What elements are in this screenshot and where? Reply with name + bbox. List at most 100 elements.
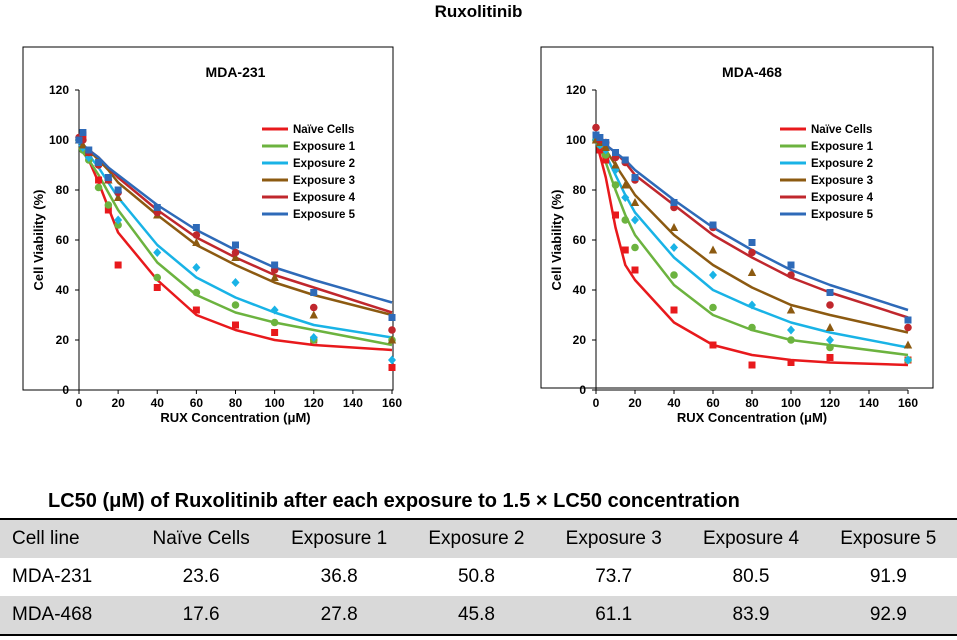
x-axis-label: RUX Concentration (μM) bbox=[677, 410, 827, 425]
data-point bbox=[270, 273, 279, 281]
data-point bbox=[596, 146, 604, 154]
x-tick-label: 40 bbox=[151, 396, 165, 410]
legend-entry: Exposure 1 bbox=[293, 141, 356, 153]
data-point bbox=[621, 156, 629, 164]
y-tick-label: 0 bbox=[62, 383, 69, 397]
data-point bbox=[114, 215, 123, 225]
legend-entry: Naïve Cells bbox=[293, 124, 354, 136]
lc50-table: Cell line Naïve Cells Exposure 1 Exposur… bbox=[0, 518, 957, 636]
chart-title: MDA-231 bbox=[206, 64, 266, 80]
data-point bbox=[611, 181, 620, 189]
data-point bbox=[388, 326, 396, 334]
table-cell: 80.5 bbox=[732, 566, 770, 587]
data-point bbox=[748, 361, 756, 369]
table-header-cell: Exposure 5 bbox=[819, 518, 957, 558]
data-point bbox=[602, 156, 610, 164]
data-point bbox=[388, 364, 396, 371]
data-point bbox=[94, 183, 103, 192]
data-point bbox=[231, 253, 240, 261]
data-point bbox=[192, 238, 201, 246]
data-point bbox=[104, 206, 112, 214]
legend-entry: Exposure 5 bbox=[811, 209, 874, 221]
table-header-cell: Exposure 2 bbox=[407, 518, 546, 558]
data-point bbox=[670, 306, 678, 314]
x-tick-label: 60 bbox=[190, 396, 204, 410]
table-header-cell: Exposure 1 bbox=[270, 518, 408, 558]
x-tick-label: 20 bbox=[111, 396, 125, 410]
data-point bbox=[192, 306, 200, 314]
x-tick-label: 140 bbox=[343, 396, 363, 410]
x-tick-label: 140 bbox=[859, 396, 879, 410]
data-point bbox=[709, 341, 717, 349]
data-point bbox=[612, 149, 619, 156]
data-point bbox=[826, 301, 834, 309]
table-cell: 50.8 bbox=[457, 566, 495, 587]
data-point bbox=[232, 241, 239, 249]
data-point bbox=[231, 278, 240, 287]
data-point bbox=[670, 199, 678, 206]
y-tick-label: 120 bbox=[566, 83, 586, 97]
x-tick-label: 160 bbox=[382, 396, 402, 410]
data-point bbox=[904, 355, 912, 365]
y-tick-label: 80 bbox=[573, 183, 587, 197]
data-point bbox=[748, 300, 756, 310]
data-point bbox=[826, 335, 834, 345]
data-point bbox=[748, 239, 756, 246]
chart-title: MDA-468 bbox=[722, 64, 782, 80]
table-cell: 27.8 bbox=[270, 596, 408, 636]
y-tick-label: 80 bbox=[56, 183, 70, 197]
data-point bbox=[630, 198, 640, 206]
y-tick-label: 100 bbox=[49, 133, 69, 147]
data-point bbox=[104, 174, 112, 181]
data-point bbox=[192, 288, 201, 297]
data-point bbox=[601, 151, 610, 159]
x-tick-label: 120 bbox=[304, 396, 324, 410]
legend-entry: Exposure 2 bbox=[811, 158, 873, 170]
data-point bbox=[309, 310, 318, 319]
data-point bbox=[787, 359, 795, 366]
x-axis-label: RUX Concentration (μM) bbox=[160, 410, 310, 425]
data-point bbox=[104, 201, 113, 209]
table-header-cell: Naïve Cells bbox=[131, 518, 271, 558]
data-point bbox=[270, 305, 279, 315]
data-point bbox=[270, 318, 279, 327]
data-point bbox=[309, 303, 318, 312]
data-point bbox=[825, 323, 835, 331]
legend-entry: Exposure 5 bbox=[293, 209, 356, 221]
y-tick-label: 120 bbox=[49, 83, 69, 97]
data-point bbox=[113, 193, 123, 201]
table-cell: 91.9 bbox=[869, 566, 907, 587]
x-tick-label: 20 bbox=[628, 396, 642, 410]
data-point bbox=[787, 261, 795, 269]
data-point bbox=[388, 355, 396, 365]
data-point bbox=[826, 289, 834, 296]
data-point bbox=[611, 160, 620, 169]
data-point bbox=[904, 316, 912, 324]
data-point bbox=[271, 261, 279, 269]
y-tick-label: 40 bbox=[56, 283, 70, 297]
data-point bbox=[153, 284, 161, 291]
data-point bbox=[596, 134, 604, 141]
data-point bbox=[787, 271, 795, 279]
y-tick-label: 100 bbox=[566, 133, 586, 147]
data-point bbox=[709, 303, 717, 312]
data-point bbox=[631, 243, 639, 252]
data-point bbox=[631, 174, 639, 181]
data-point bbox=[153, 248, 162, 257]
data-point bbox=[903, 340, 913, 349]
data-point bbox=[621, 246, 629, 254]
data-point bbox=[786, 305, 796, 314]
page-title: Ruxolitinib bbox=[434, 2, 523, 21]
data-point bbox=[114, 186, 122, 194]
fit-curve-naive bbox=[594, 139, 909, 367]
x-tick-label: 0 bbox=[76, 396, 83, 410]
data-point bbox=[592, 123, 600, 132]
y-axis-label: Cell Viability (%) bbox=[31, 190, 46, 291]
table-header-cell: Cell line bbox=[0, 518, 132, 558]
data-point bbox=[787, 325, 795, 335]
table-title: LC50 (μM) of Ruxolitinib after each expo… bbox=[48, 490, 740, 512]
data-point bbox=[621, 180, 630, 189]
data-point bbox=[631, 215, 639, 225]
data-point bbox=[231, 248, 240, 257]
data-point bbox=[192, 263, 201, 272]
